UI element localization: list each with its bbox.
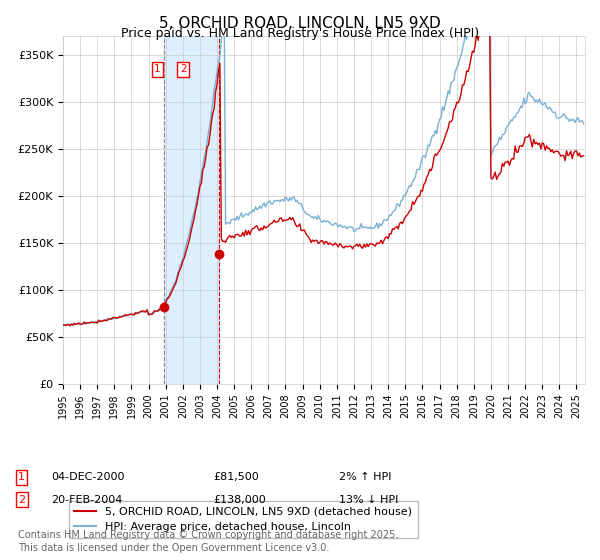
Text: Contains HM Land Registry data © Crown copyright and database right 2025.
This d: Contains HM Land Registry data © Crown c…	[18, 530, 398, 553]
Text: 1: 1	[154, 64, 161, 74]
Text: 1: 1	[18, 472, 25, 482]
Text: 5, ORCHID ROAD, LINCOLN, LN5 9XD: 5, ORCHID ROAD, LINCOLN, LN5 9XD	[159, 16, 441, 31]
Text: 2: 2	[180, 64, 187, 74]
Text: 20-FEB-2004: 20-FEB-2004	[51, 494, 122, 505]
Bar	[164, 36, 219, 384]
Legend: 5, ORCHID ROAD, LINCOLN, LN5 9XD (detached house), HPI: Average price, detached : 5, ORCHID ROAD, LINCOLN, LN5 9XD (detach…	[68, 501, 418, 538]
Text: 2% ↑ HPI: 2% ↑ HPI	[339, 472, 391, 482]
Text: £138,000: £138,000	[213, 494, 266, 505]
Text: Price paid vs. HM Land Registry's House Price Index (HPI): Price paid vs. HM Land Registry's House …	[121, 27, 479, 40]
Text: 04-DEC-2000: 04-DEC-2000	[51, 472, 125, 482]
Text: 2: 2	[18, 494, 25, 505]
Text: 13% ↓ HPI: 13% ↓ HPI	[339, 494, 398, 505]
Text: £81,500: £81,500	[213, 472, 259, 482]
